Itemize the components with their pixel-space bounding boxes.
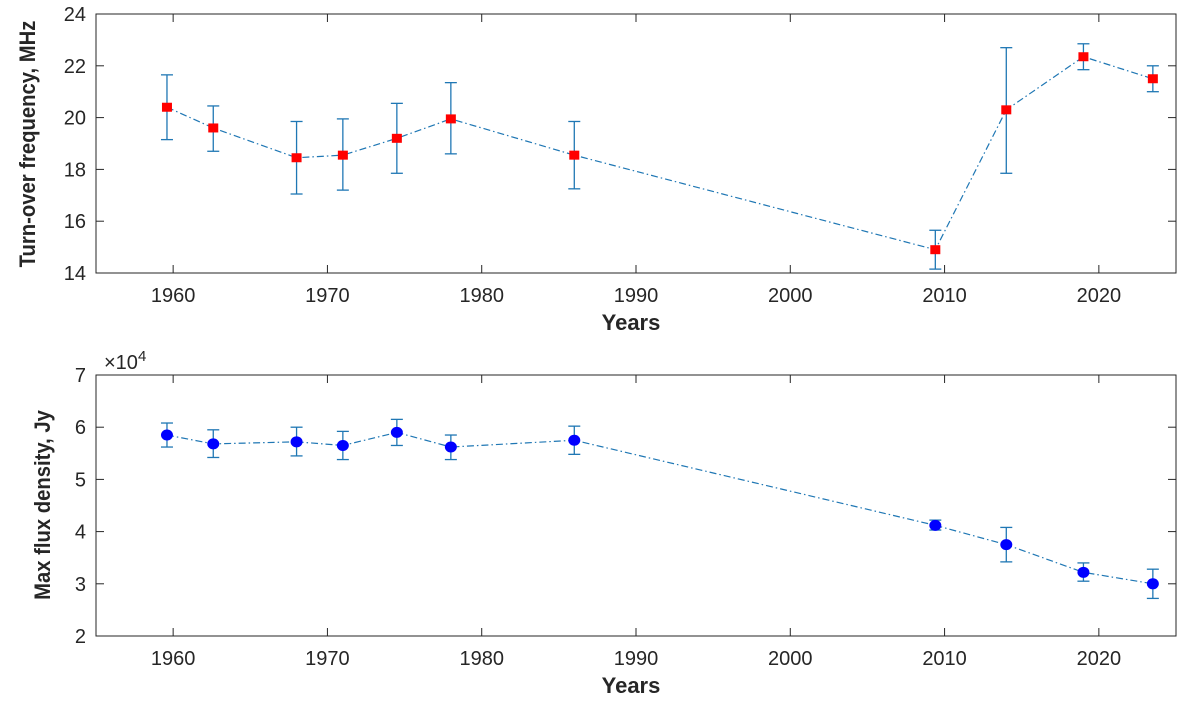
y-tick-label: 14 — [64, 263, 86, 285]
data-point — [1000, 539, 1013, 551]
data-point — [290, 436, 303, 448]
y-tick-label: 24 — [64, 4, 86, 26]
x-tick-label: 1980 — [459, 285, 504, 307]
y-axis-label-flux: Max flux density, Jy — [30, 410, 56, 600]
data-point — [207, 438, 220, 450]
y-tick-label: 5 — [75, 469, 86, 491]
y-tick-label: 2 — [75, 626, 86, 648]
data-point — [568, 434, 581, 446]
x-axis-label: Years — [602, 673, 661, 698]
data-point — [929, 519, 942, 531]
series-line — [166, 56, 1154, 251]
x-tick-label: 2000 — [768, 648, 813, 670]
data-point — [208, 123, 219, 133]
x-axis-label: Years — [602, 310, 661, 335]
y-tick-label: 22 — [64, 56, 86, 78]
data-point — [930, 245, 941, 255]
x-tick-label: 2000 — [768, 285, 813, 307]
y-axis-label-turnover: Turn-over frequency, MHz — [15, 20, 41, 268]
data-point — [1001, 105, 1012, 115]
x-tick-label: 1990 — [614, 285, 659, 307]
data-point — [444, 441, 457, 453]
x-tick-label: 2010 — [922, 648, 967, 670]
x-tick-label: 1960 — [151, 285, 196, 307]
x-tick-label: 1970 — [305, 285, 350, 307]
data-point — [569, 150, 580, 160]
data-point — [291, 153, 302, 163]
y-tick-label: 20 — [64, 108, 86, 130]
y-tick-label: 18 — [64, 159, 86, 181]
data-point — [1078, 52, 1089, 62]
y-tick-label: 4 — [75, 522, 86, 544]
y-tick-label: 6 — [75, 417, 86, 439]
x-tick-label: 2020 — [1077, 648, 1122, 670]
y-tick-label: 16 — [64, 211, 86, 233]
data-point — [1146, 578, 1159, 590]
data-point — [1147, 74, 1158, 84]
y-axis-multiplier: ×104 — [104, 348, 146, 374]
y-tick-label: 3 — [75, 574, 86, 596]
x-tick-label: 1960 — [151, 648, 196, 670]
x-tick-label: 1990 — [614, 648, 659, 670]
y-tick-label: 7 — [75, 365, 86, 387]
top-panel-turnover-frequency: 1960 1970 1980 1990 2000 2010 2020 14 16 18 20 22 24… — [64, 4, 1177, 335]
data-point — [390, 426, 403, 438]
data-point — [445, 114, 456, 124]
x-tick-label: 1980 — [459, 648, 504, 670]
data-point — [161, 102, 172, 112]
data-point — [336, 439, 349, 451]
data-point — [337, 150, 348, 160]
data-point — [160, 429, 173, 441]
series-line — [166, 431, 1153, 585]
bottom-panel-max-flux-density: 1960 1970 1980 1990 2000 2010 2020 2 3 4 5 6 7 Years ×… — [75, 348, 1177, 698]
data-point — [1077, 566, 1090, 578]
x-tick-label: 1970 — [305, 648, 350, 670]
x-tick-label: 2020 — [1077, 285, 1122, 307]
x-tick-label: 2010 — [922, 285, 967, 307]
axes-box — [95, 374, 1177, 637]
data-point — [391, 133, 402, 143]
